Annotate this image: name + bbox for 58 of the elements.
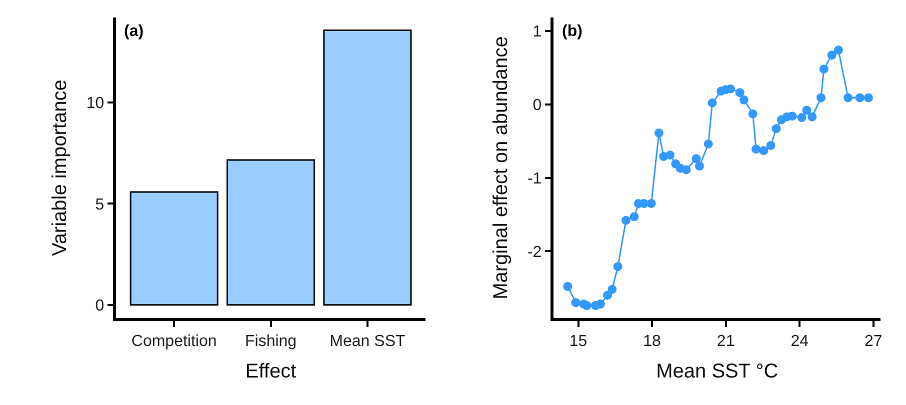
x-tick-label: Fishing xyxy=(244,332,297,350)
point xyxy=(834,46,843,55)
bar xyxy=(226,159,316,306)
x-tick-label: Competition xyxy=(131,332,217,350)
point xyxy=(704,139,713,148)
x-tick-label: 18 xyxy=(643,332,662,350)
point xyxy=(571,298,580,308)
point xyxy=(748,109,758,118)
point xyxy=(740,95,749,104)
annotation: (b) xyxy=(562,23,582,40)
point xyxy=(759,146,768,156)
x-tick-label: 24 xyxy=(790,332,809,350)
point xyxy=(855,93,864,102)
y-axis-title: Marginal effect on abundance xyxy=(490,36,512,300)
bar xyxy=(130,191,218,306)
x-axis-title: Mean SST °C xyxy=(656,360,778,382)
y-tick-label: -1 xyxy=(527,170,542,188)
point xyxy=(802,106,812,115)
point xyxy=(766,140,776,150)
x-tick-label: 15 xyxy=(569,332,588,350)
point xyxy=(665,150,674,160)
point xyxy=(819,64,828,74)
y-tick-label: 0 xyxy=(532,96,542,114)
point xyxy=(816,93,826,102)
point xyxy=(692,154,701,164)
point xyxy=(608,284,617,294)
point xyxy=(694,162,704,171)
x-tick-label: 21 xyxy=(716,332,735,350)
point xyxy=(844,93,853,102)
x-tick-label: Mean SST xyxy=(330,332,406,350)
y-tick-label: 10 xyxy=(86,95,104,112)
y-tick-label: -2 xyxy=(527,244,542,261)
point xyxy=(613,262,622,272)
point xyxy=(563,282,572,291)
y-tick-label: 1 xyxy=(532,24,542,41)
point xyxy=(827,50,836,60)
point xyxy=(630,212,639,222)
point xyxy=(708,98,717,108)
point xyxy=(603,290,612,300)
point xyxy=(864,93,873,102)
point xyxy=(621,216,630,225)
y-tick-label: 0 xyxy=(95,297,104,314)
point xyxy=(646,198,656,208)
y-tick-label: 5 xyxy=(95,196,104,214)
point xyxy=(735,88,744,98)
bar xyxy=(323,29,412,306)
point xyxy=(654,128,664,138)
point xyxy=(752,144,761,154)
point xyxy=(772,124,781,134)
point xyxy=(682,165,691,174)
x-tick-label: 27 xyxy=(864,332,882,350)
annotation: (a) xyxy=(124,23,144,40)
point xyxy=(788,112,797,121)
y-axis-title: Variable importance xyxy=(48,80,71,256)
point xyxy=(797,113,806,122)
point xyxy=(808,112,817,122)
point xyxy=(596,300,605,309)
x-axis-title: Effect xyxy=(245,360,297,382)
